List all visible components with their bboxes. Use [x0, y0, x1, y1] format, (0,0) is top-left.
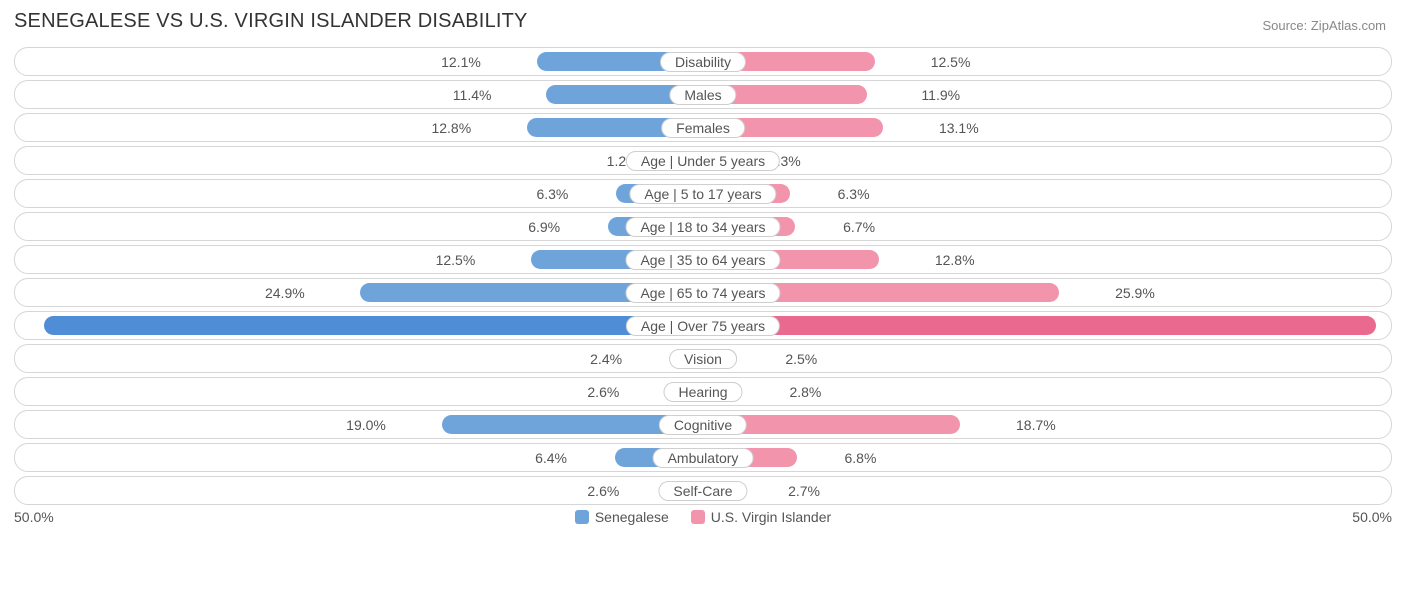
chart-row: 6.4% 6.8% Ambulatory — [14, 443, 1392, 472]
value-right: 12.8% — [927, 246, 975, 273]
header: SENEGALESE VS U.S. VIRGIN ISLANDER DISAB… — [14, 10, 1392, 33]
value-left: 24.9% — [265, 279, 313, 306]
category-label: Females — [661, 118, 745, 138]
value-right: 2.7% — [780, 477, 820, 504]
value-right: 2.5% — [777, 345, 817, 372]
value-left: 12.5% — [436, 246, 484, 273]
category-label: Age | 65 to 74 years — [625, 283, 780, 303]
category-label: Age | 35 to 64 years — [625, 250, 780, 270]
category-label: Vision — [669, 349, 737, 369]
category-label: Age | 5 to 17 years — [629, 184, 776, 204]
category-label: Hearing — [663, 382, 742, 402]
legend-item-right: U.S. Virgin Islander — [691, 509, 831, 525]
chart-row: 47.9%48.9%Age | Over 75 years — [14, 311, 1392, 340]
category-label: Age | Over 75 years — [626, 316, 780, 336]
chart-row: 6.3% 6.3% Age | 5 to 17 years — [14, 179, 1392, 208]
category-label: Age | Under 5 years — [626, 151, 780, 171]
category-label: Cognitive — [659, 415, 747, 435]
scale-end-right: 50.0% — [1352, 509, 1392, 525]
value-right: 6.8% — [836, 444, 876, 471]
legend-label-left: Senegalese — [595, 509, 669, 525]
value-left: 6.4% — [535, 444, 575, 471]
category-label: Self-Care — [658, 481, 747, 501]
value-left: 19.0% — [346, 411, 394, 438]
value-left: 2.4% — [590, 345, 630, 372]
value-right: 11.9% — [913, 81, 960, 108]
value-right: 2.8% — [781, 378, 821, 405]
value-right: 12.5% — [923, 48, 971, 75]
chart-row: 2.4% 2.5% Vision — [14, 344, 1392, 373]
chart-row: 19.0% 18.7% Cognitive — [14, 410, 1392, 439]
chart-row: 24.9% 25.9% Age | 65 to 74 years — [14, 278, 1392, 307]
chart-row: 6.9% 6.7% Age | 18 to 34 years — [14, 212, 1392, 241]
chart-row: 1.2%1.3%Age | Under 5 years — [14, 146, 1392, 175]
value-right: 25.9% — [1107, 279, 1155, 306]
value-right: 6.3% — [830, 180, 870, 207]
scale-end-left: 50.0% — [14, 509, 54, 525]
legend-label-right: U.S. Virgin Islander — [711, 509, 831, 525]
value-right: 6.7% — [835, 213, 875, 240]
legend-swatch-right — [691, 510, 705, 524]
chart-row: 12.8% 13.1% Females — [14, 113, 1392, 142]
value-right: 13.1% — [931, 114, 979, 141]
value-left: 12.1% — [441, 48, 489, 75]
diverging-bar-chart: 12.1% 12.5% Disability 11.4% 11.9% Males 12.8%… — [14, 47, 1392, 505]
value-right: 18.7% — [1008, 411, 1056, 438]
source-label: Source: ZipAtlas.com — [1262, 18, 1392, 33]
legend-swatch-left — [575, 510, 589, 524]
bar-left — [44, 316, 703, 335]
chart-row: 2.6% 2.8% Hearing — [14, 377, 1392, 406]
chart-row: 12.1% 12.5% Disability — [14, 47, 1392, 76]
bar-right — [703, 316, 1376, 335]
chart-footer: 50.0% Senegalese U.S. Virgin Islander 50… — [14, 509, 1392, 525]
value-left: 2.6% — [587, 378, 627, 405]
value-left: 2.6% — [587, 477, 627, 504]
chart-row: 11.4% 11.9% Males — [14, 80, 1392, 109]
value-left: 6.9% — [528, 213, 568, 240]
value-left: 6.3% — [536, 180, 576, 207]
legend: Senegalese U.S. Virgin Islander — [575, 509, 831, 525]
chart-row: 12.5% 12.8% Age | 35 to 64 years — [14, 245, 1392, 274]
value-left: 11.4% — [453, 81, 500, 108]
category-label: Disability — [660, 52, 746, 72]
chart-title: SENEGALESE VS U.S. VIRGIN ISLANDER DISAB… — [14, 10, 528, 33]
chart-row: 2.6% 2.7% Self-Care — [14, 476, 1392, 505]
legend-item-left: Senegalese — [575, 509, 669, 525]
category-label: Age | 18 to 34 years — [625, 217, 780, 237]
value-left: 12.8% — [431, 114, 479, 141]
category-label: Males — [669, 85, 736, 105]
category-label: Ambulatory — [653, 448, 754, 468]
